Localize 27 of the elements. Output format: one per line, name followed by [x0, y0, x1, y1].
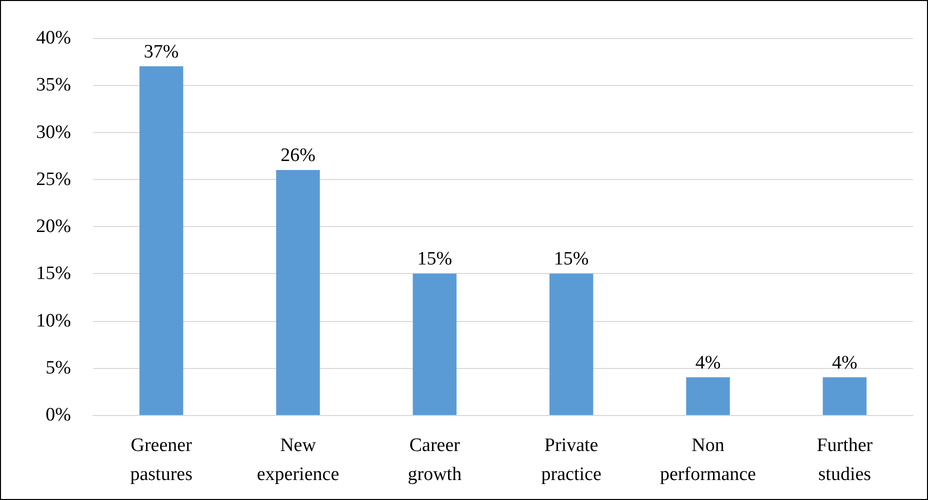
data-label: 4%: [832, 352, 858, 374]
data-label: 15%: [554, 248, 589, 270]
bar: [276, 170, 320, 415]
x-tick-label: Career growth: [408, 435, 462, 485]
x-tick-label: Greener pastures: [130, 435, 193, 485]
y-tick-label: 25%: [36, 168, 72, 190]
bar: [686, 377, 730, 415]
data-label: 37%: [144, 41, 179, 62]
x-tick-label: Private practice: [541, 435, 602, 485]
x-tick-label: Non performance: [660, 435, 756, 485]
data-label: 4%: [695, 352, 721, 374]
x-tick-label: New experience: [256, 435, 340, 485]
data-label: 26%: [280, 144, 316, 166]
y-tick-label: 35%: [36, 74, 72, 96]
bar: [822, 377, 867, 415]
bar: [412, 274, 457, 415]
y-tick-label: 30%: [36, 122, 72, 143]
bar: [139, 66, 184, 415]
bar: [549, 274, 594, 415]
data-label: 15%: [417, 248, 452, 270]
y-tick-label: 10%: [36, 310, 72, 332]
y-tick-label: 40%: [36, 28, 72, 48]
y-tick-label: 5%: [46, 357, 72, 378]
y-tick-label: 20%: [36, 216, 72, 237]
y-tick-label: 0%: [46, 404, 72, 426]
y-tick-label: 15%: [36, 263, 72, 284]
x-tick-label: Further studies: [816, 435, 874, 485]
